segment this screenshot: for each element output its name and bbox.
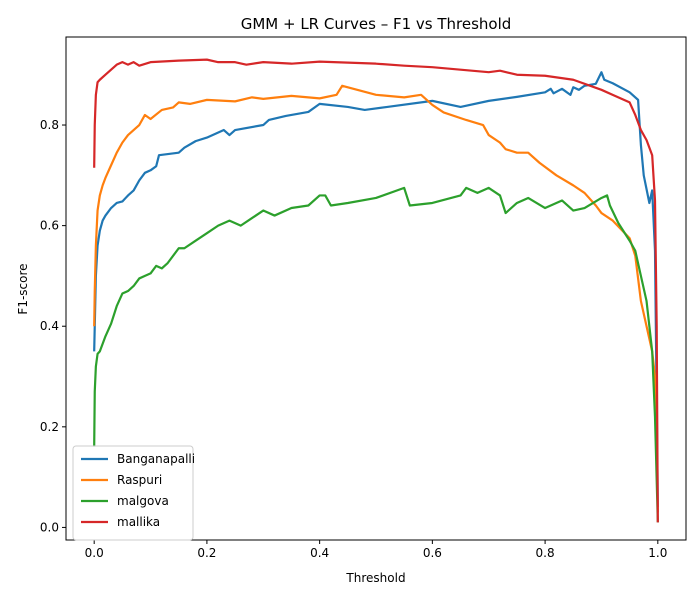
x-tick-label: 1.0	[648, 546, 667, 560]
y-tick-label: 0.0	[40, 520, 59, 534]
x-tick-label: 0.6	[423, 546, 442, 560]
chart-title: GMM + LR Curves – F1 vs Threshold	[241, 15, 512, 33]
x-axis: 0.0 0.2 0.4 0.6 0.8 1.0	[85, 540, 667, 560]
y-tick-label: 0.2	[40, 420, 59, 434]
legend: Banganapalli Raspuri malgova mallika	[72, 445, 195, 541]
x-axis-label: Threshold	[345, 571, 405, 585]
series-line-malgova	[93, 186, 659, 523]
plot-area	[93, 58, 659, 523]
y-tick-label: 0.6	[40, 219, 59, 233]
plot-frame	[65, 36, 687, 541]
y-tick-label: 0.4	[40, 319, 59, 333]
legend-label: Banganapalli	[117, 452, 195, 466]
legend-box	[72, 445, 194, 541]
series-line-raspuri	[93, 84, 659, 513]
x-tick-label: 0.0	[85, 546, 104, 560]
legend-label: mallika	[117, 515, 160, 529]
series-line-mallika	[93, 58, 659, 523]
legend-label: Raspuri	[117, 473, 162, 487]
y-axis-label: F1-score	[16, 263, 30, 314]
series-line-banganapalli	[93, 71, 659, 508]
y-tick-label: 0.8	[40, 118, 59, 132]
x-tick-label: 0.4	[310, 546, 329, 560]
x-tick-label: 0.8	[536, 546, 555, 560]
y-axis: 0.0 0.2 0.4 0.6 0.8	[40, 118, 66, 534]
legend-label: malgova	[117, 494, 169, 508]
x-tick-label: 0.2	[197, 546, 216, 560]
